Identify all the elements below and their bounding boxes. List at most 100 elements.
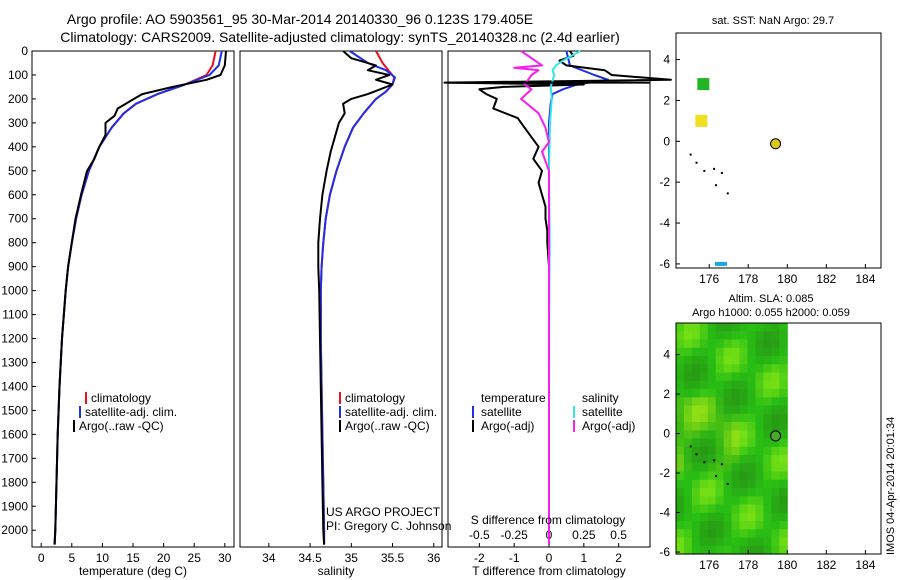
island-speck [695,161,698,164]
sla-cell [723,331,733,341]
x-tick-label: 10 [96,551,110,565]
sla-cell [699,364,709,374]
sla-cell [723,455,733,464]
sla-cell [739,356,749,365]
sla-cell [707,364,717,374]
sla-cell [707,488,717,497]
sla-cell [739,389,749,398]
depth-tick-label: 300 [8,116,28,130]
sla-cell [731,521,741,530]
sla-cell [779,405,788,415]
sla-cell [747,430,756,440]
sla-cell [763,422,772,431]
sla-cell [691,537,701,547]
sla-cell [699,496,709,506]
sla-cell [747,521,756,530]
island-speck [715,184,718,187]
sla-cell [715,323,725,332]
sla-cell [699,537,709,547]
sla-cell [691,529,701,539]
salinity-panel: 34 34.5 35 35.5 36 salinity climatology sate… [239,50,451,578]
sla-cell [755,372,764,382]
sla-cell [747,347,756,357]
sla-cell [763,356,772,365]
sla-cell [771,537,780,547]
sla-cell [683,430,693,440]
sla-cell [707,356,717,365]
sla-cell [707,479,717,489]
series-line-argo-raw-qc- [317,50,394,545]
sla-cell [715,512,725,522]
sla-cell [763,463,772,473]
title-line-1: Argo profile: AO 5903561_95 30-Mar-2014 … [67,11,533,27]
sla-cell [771,446,780,456]
depth-tick-label: 700 [8,212,28,226]
sla-cell [707,496,717,506]
sla-cell [755,422,764,431]
sla-cell [715,397,725,407]
sla-cell [691,479,701,489]
map-y-tick-label: 2 [663,93,670,107]
sla-cell [676,372,685,382]
sla-cell [763,512,772,522]
s-tick-label: 0.25 [572,528,596,542]
sla-cell [763,389,772,398]
sla-cell [683,397,693,407]
sla-cell [771,323,780,332]
sla-cell [715,545,725,555]
sla-cell [723,521,733,530]
sla-heatmap [676,323,788,555]
island-speck [703,169,706,172]
sla-cell [771,471,780,481]
sla-cell [779,331,788,341]
series-line-salinity-argo-adj- [513,50,550,545]
sst-map-ticks: 176 178 180 182 184 4 2 0 -2 -4 -6 [659,53,875,286]
sla-cell [699,504,709,514]
map-y-tick-label: -6 [659,545,670,559]
sla-cell [747,380,756,390]
sla-cell [723,512,733,522]
sla-cell [699,356,709,365]
sla-cell [763,479,772,489]
sla-cell [691,438,701,448]
depth-tick-label: 500 [8,164,28,178]
sla-cell [676,405,685,415]
sla-cell [739,471,749,481]
map-x-tick-label: 180 [777,272,797,286]
sla-cell [676,389,685,398]
sla-cell [691,463,701,473]
sla-cell [731,529,741,539]
sst-map-panel: sat. SST: NaN Argo: 29.7 176 178 180 182 184… [659,15,882,286]
sla-cell [763,380,772,390]
sla-cell [683,471,693,481]
depth-tick-label: 600 [8,188,28,202]
sla-cell [771,380,780,390]
island-speck [703,461,706,464]
sla-cell [779,496,788,506]
sla-cell [723,471,733,481]
sla-cell [707,422,717,431]
map-x-tick-label: 178 [738,558,758,572]
sla-cell [747,471,756,481]
sla-cell [715,488,725,497]
sla-cell [699,380,709,390]
sla-cell [755,446,764,456]
sla-cell [763,347,772,357]
sla-cell [739,372,749,382]
difference-x-label: T difference from climatology [472,564,626,578]
sla-cell [771,389,780,398]
sla-cell [723,496,733,506]
sla-cell [747,413,756,423]
sla-cell [731,512,741,522]
x-tick-label: 35 [345,551,359,565]
sla-cell [699,512,709,522]
sla-cell [707,455,717,464]
sla-cell [755,455,764,464]
sla-cell [779,422,788,431]
sla-cell [771,331,780,341]
sla-cell [779,380,788,390]
pi-label: PI: Gregory C. Johnson [326,519,451,533]
sla-cell [699,438,709,448]
sla-cell [779,479,788,489]
map-y-tick-label: -6 [659,257,670,271]
